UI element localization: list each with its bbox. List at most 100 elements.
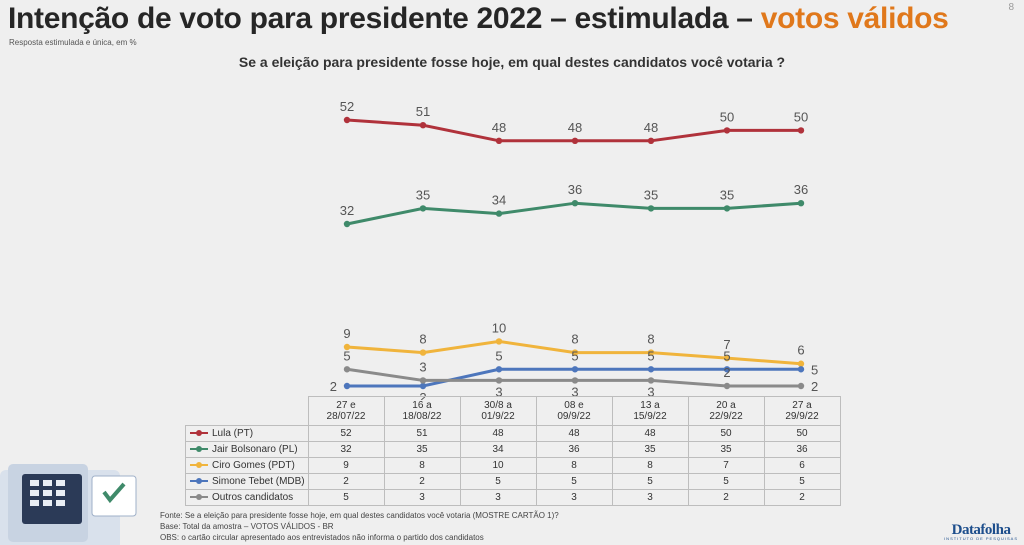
table-value-cell: 5: [535, 473, 613, 490]
period-label-line: 16 a: [412, 400, 432, 411]
data-point: [495, 338, 503, 345]
table-corner: [186, 397, 309, 426]
series-legend-cell: Ciro Gomes (PDT): [185, 457, 309, 474]
table-value-cell: 48: [535, 425, 613, 442]
table-row: Outros candidatos 5 3 3 3 3 2 2: [185, 489, 841, 506]
data-label: 5: [571, 348, 578, 363]
data-label: 34: [492, 193, 506, 208]
data-label: 9: [343, 326, 350, 341]
data-label: 35: [416, 187, 430, 202]
data-label: 5: [647, 348, 654, 363]
data-point: [419, 205, 427, 212]
series-name: Jair Bolsonaro (PL): [212, 444, 298, 455]
data-point: [343, 116, 351, 124]
subtitle: Resposta estimulada e única, em %: [9, 38, 137, 47]
data-label: 6: [797, 343, 804, 358]
data-point: [419, 122, 427, 129]
data-label: 35: [644, 187, 658, 202]
data-label: 5: [811, 362, 818, 377]
table-value-cell: 5: [611, 473, 689, 490]
data-point: [647, 377, 655, 384]
series-name: Simone Tebet (MDB): [212, 476, 305, 487]
data-point: [797, 127, 805, 134]
logo-brand: Datafolha: [951, 522, 1011, 538]
table-value-cell: 48: [611, 425, 689, 442]
period-header: 16 a 18/08/22: [383, 396, 461, 426]
table-value-cell: 6: [763, 457, 841, 474]
title-main: Intenção de voto para presidente 2022 – …: [8, 2, 753, 35]
data-point: [723, 127, 731, 134]
period-header: 27 e 28/07/22: [307, 396, 385, 426]
table-header-row: 27 e 28/07/22 16 a 18/08/22 30/8 a 01/9/22 08 …: [186, 396, 841, 426]
table-value-cell: 2: [307, 473, 385, 490]
period-header: 08 e 09/9/22: [535, 396, 613, 426]
legend-swatch: [190, 430, 208, 437]
table-value-cell: 32: [307, 441, 385, 458]
period-label-line: 20 a: [716, 400, 736, 411]
logo-tagline: INSTITUTO DE PESQUISAS: [944, 536, 1018, 541]
period-label-line: 28/07/22: [326, 411, 366, 422]
page-number: 8: [1008, 2, 1014, 13]
data-point: [343, 220, 351, 228]
legend-swatch: [190, 462, 208, 469]
data-label: 8: [647, 332, 654, 347]
table-value-cell: 3: [535, 489, 613, 506]
table-value-cell: 2: [763, 489, 841, 506]
data-label: 3: [419, 359, 426, 374]
table-value-cell: 5: [687, 473, 765, 490]
data-label: 5: [495, 348, 502, 363]
footnotes: Fonte: Se a eleição para presidente foss…: [160, 510, 559, 543]
table-value-cell: 36: [763, 441, 841, 458]
data-point: [647, 366, 655, 373]
table-value-cell: 35: [611, 441, 689, 458]
table-value-cell: 2: [383, 473, 461, 490]
series-name: Outros candidatos: [212, 492, 294, 503]
period-header: 30/8 a 01/9/22: [459, 396, 537, 426]
data-label: 2: [330, 379, 337, 394]
footnote-source: Fonte: Se a eleição para presidente foss…: [160, 511, 559, 520]
table-value-cell: 3: [383, 489, 461, 506]
data-point: [571, 200, 579, 207]
table-row: Lula (PT) 52 51 48 48 48 50 50: [185, 425, 841, 442]
data-point: [343, 366, 351, 373]
table-value-cell: 7: [687, 457, 765, 474]
data-label: 10: [492, 320, 506, 335]
period-label-line: 29/9/22: [785, 411, 819, 422]
period-label-line: 22/9/22: [709, 411, 743, 422]
table-value-cell: 36: [535, 441, 613, 458]
series-name: Lula (PT): [212, 428, 254, 439]
table-value-cell: 50: [687, 425, 765, 442]
data-point: [571, 377, 579, 384]
data-point: [797, 366, 805, 373]
data-label: 3: [571, 384, 578, 399]
legend-swatch: [190, 478, 208, 485]
voting-machine-illustration: [0, 464, 137, 545]
data-label: 5: [723, 348, 730, 363]
series-legend-cell: Jair Bolsonaro (PL): [185, 441, 309, 458]
table-value-cell: 51: [383, 425, 461, 442]
data-point: [419, 382, 427, 390]
datafolha-logo: Datafolha INSTITUTO DE PESQUISAS: [944, 522, 1018, 541]
period-label-line: 18/08/22: [402, 411, 442, 422]
data-point: [797, 200, 805, 207]
table-row: Ciro Gomes (PDT) 9 8 10 8 8 7 6: [185, 457, 841, 474]
table-value-cell: 52: [307, 425, 385, 442]
data-point: [571, 349, 579, 356]
table-value-cell: 35: [383, 441, 461, 458]
footnote-base: Base: Total da amostra – VOTOS VÁLIDOS -…: [160, 522, 334, 531]
data-point: [571, 137, 579, 144]
data-label: 48: [492, 120, 506, 135]
series-name: Ciro Gomes (PDT): [212, 460, 295, 471]
page-title: Intenção de voto para presidente 2022 – …: [8, 2, 949, 36]
table-value-cell: 10: [459, 457, 537, 474]
period-label-line: 27 a: [792, 400, 812, 411]
data-label: 32: [340, 203, 354, 218]
data-label: 51: [416, 104, 430, 119]
period-label-line: 01/9/22: [481, 411, 515, 422]
data-label: 48: [644, 120, 658, 135]
data-label: 3: [647, 384, 654, 399]
period-label-line: 15/9/22: [633, 411, 667, 422]
data-point: [495, 137, 503, 144]
title-accent: votos válidos: [760, 2, 949, 35]
